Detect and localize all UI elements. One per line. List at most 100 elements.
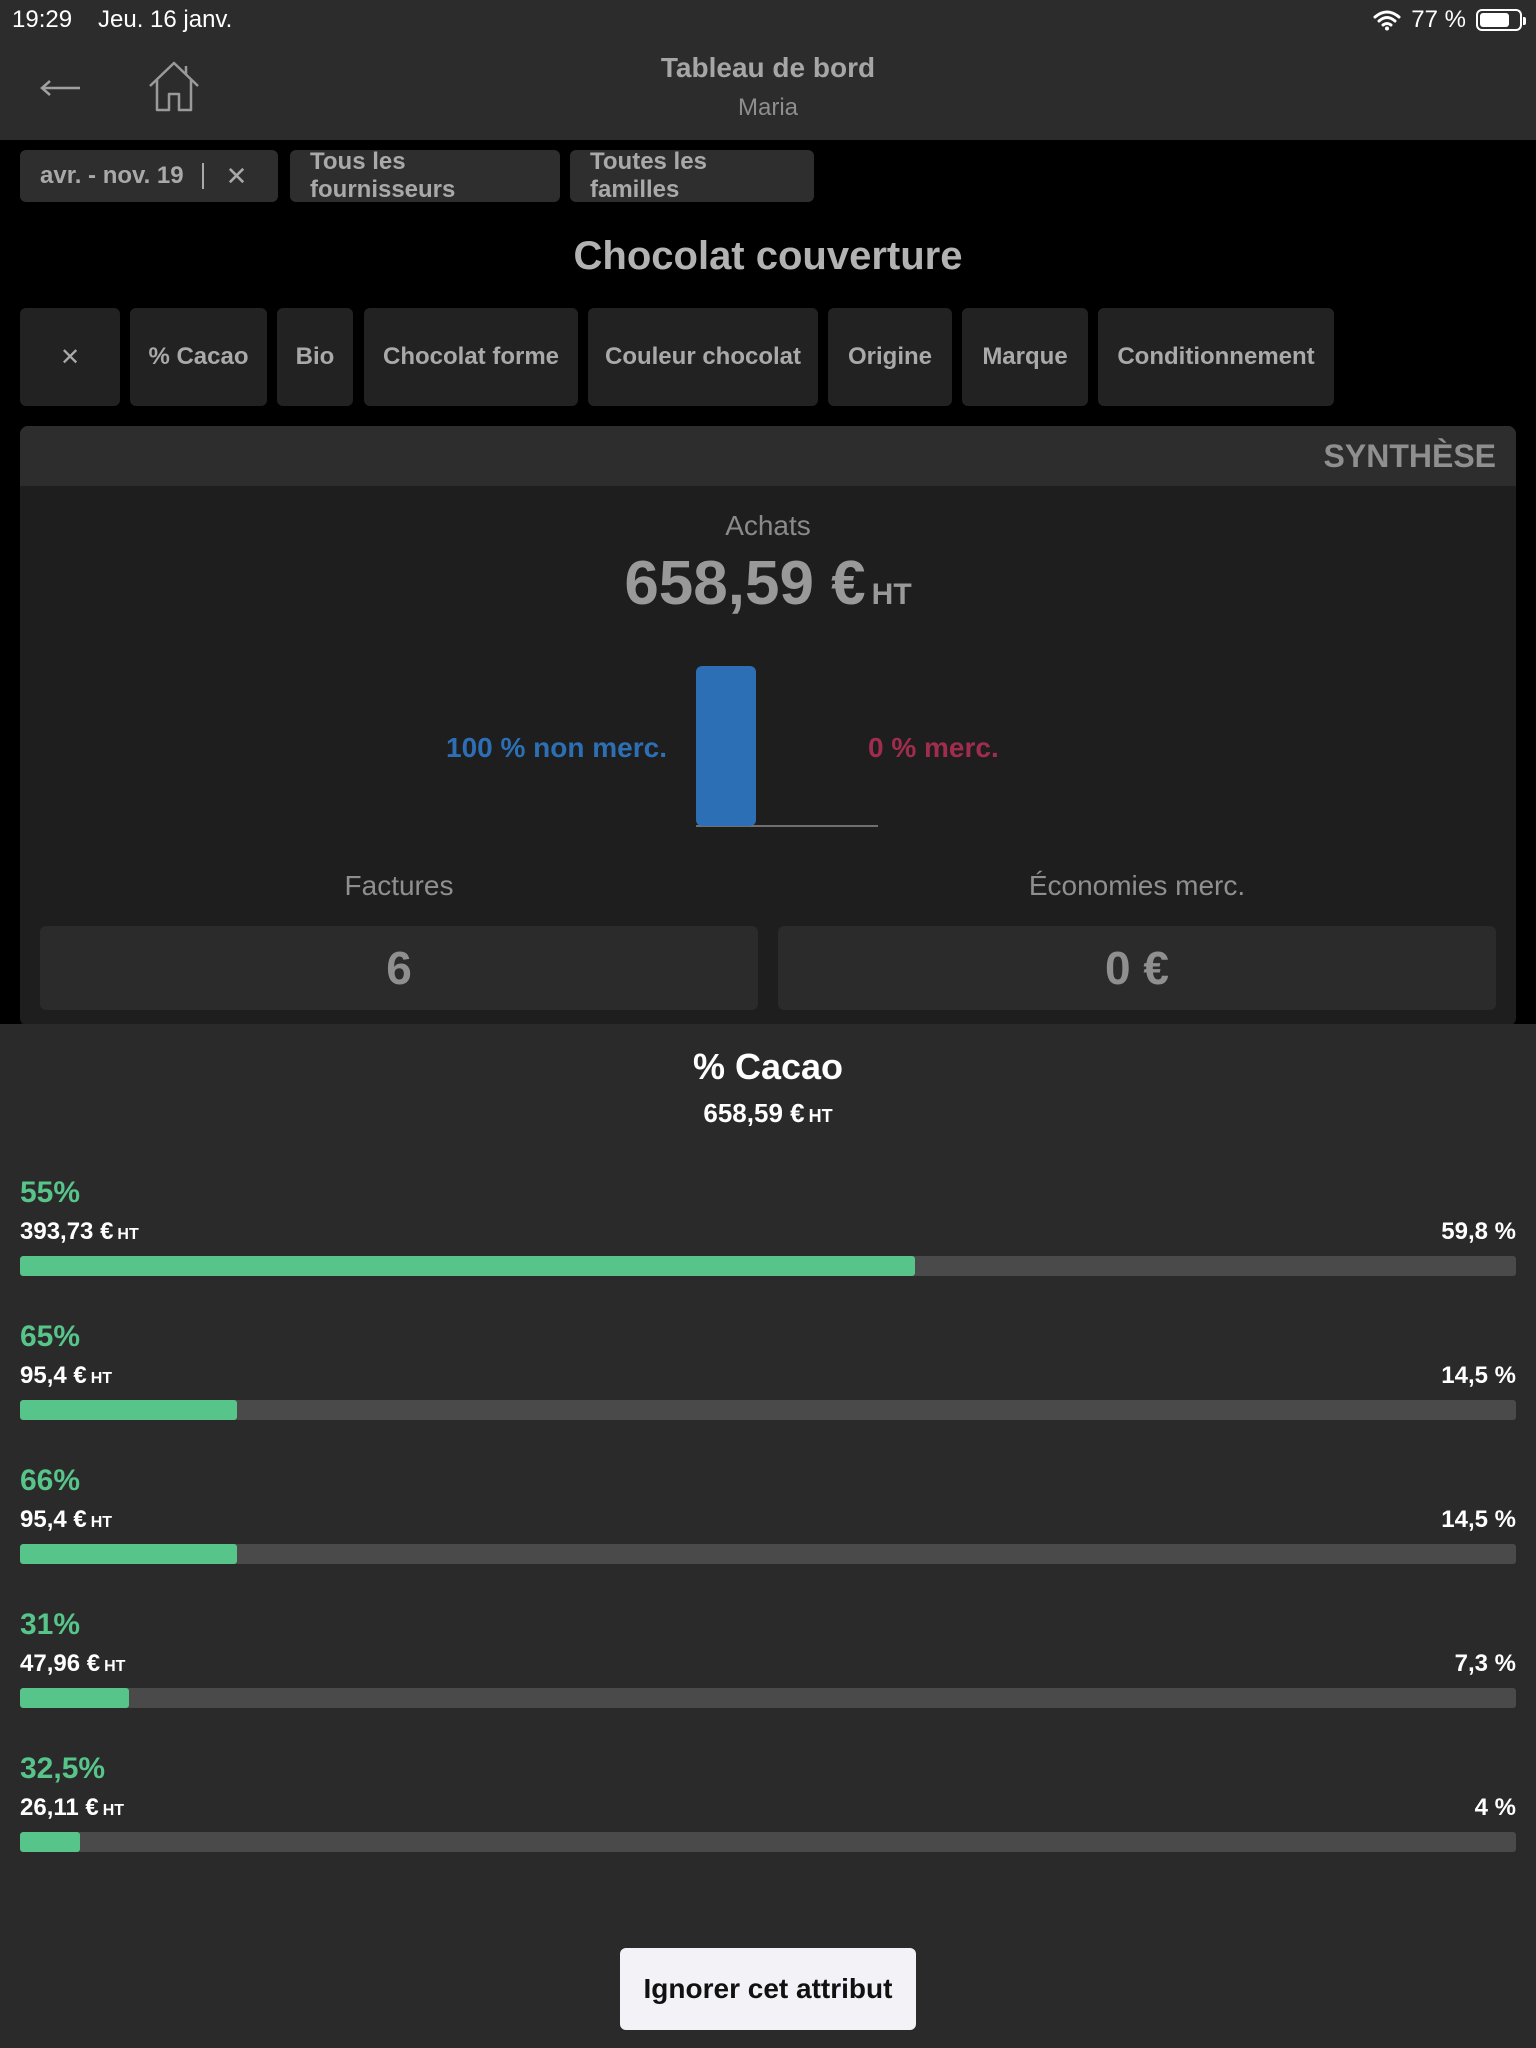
- row-progress-fill: [20, 1256, 915, 1276]
- back-arrow-icon: [40, 80, 80, 96]
- row-percent: 14,5 %: [1441, 1362, 1516, 1389]
- row-amount-value: 26,11 €: [20, 1794, 99, 1821]
- row-progress-track: [20, 1688, 1516, 1708]
- tab-label: Chocolat forme: [382, 343, 559, 370]
- breakdown-row[interactable]: 55% 393,73 € HT 59,8 %: [20, 1176, 1516, 1296]
- factures-box[interactable]: 6: [40, 926, 758, 1010]
- back-button[interactable]: [38, 68, 88, 108]
- row-percent: 59,8 %: [1441, 1218, 1516, 1245]
- economies-label: Économies merc.: [1028, 870, 1246, 901]
- synthese-card: SYNTHÈSE Achats 658,59 € HT 100 % non mer…: [20, 426, 1516, 1026]
- tab-couleur-chocolat[interactable]: Couleur chocolat: [588, 308, 818, 406]
- close-icon: ✕: [59, 343, 81, 371]
- breakdown-row[interactable]: 65% 95,4 € HT 14,5 %: [20, 1320, 1516, 1440]
- breakdown-total-value: 658,59 €: [703, 1098, 805, 1128]
- tab-bio[interactable]: Bio: [277, 308, 353, 406]
- row-category: 66%: [20, 1464, 81, 1497]
- achats-value: 658,59 €: [624, 549, 866, 618]
- economies-box[interactable]: 0 €: [778, 926, 1496, 1010]
- row-percent: 7,3 %: [1454, 1650, 1516, 1677]
- synthese-title: SYNTHÈSE: [1323, 438, 1496, 474]
- tab-chocolat-forme[interactable]: Chocolat forme: [364, 308, 578, 406]
- row-progress-track: [20, 1400, 1516, 1420]
- economies-value: 0 €: [1105, 942, 1169, 994]
- row-amount: 393,73 € HT: [20, 1218, 139, 1246]
- achats-total: 658,59 € HT: [20, 548, 1516, 619]
- clear-attribute-button[interactable]: ✕: [20, 308, 120, 406]
- row-progress-fill: [20, 1400, 237, 1420]
- status-indicators: 77 %: [1373, 6, 1526, 34]
- achats-unit: HT: [871, 578, 912, 611]
- home-button[interactable]: [146, 58, 202, 114]
- row-unit: HT: [90, 1514, 113, 1531]
- breakdown-total-unit: HT: [808, 1106, 833, 1126]
- row-unit: HT: [102, 1802, 125, 1819]
- tab-marque[interactable]: Marque: [962, 308, 1088, 406]
- factures-value: 6: [386, 942, 412, 994]
- row-amount-value: 47,96 €: [20, 1650, 101, 1677]
- period-filter-label: avr. - nov. 19: [40, 162, 184, 189]
- battery-percentage: 77 %: [1411, 6, 1466, 33]
- factures-label: Factures: [344, 870, 454, 901]
- clear-period-icon[interactable]: ✕: [225, 160, 248, 191]
- section-title: Chocolat couverture: [573, 234, 963, 278]
- suppliers-filter-chip[interactable]: Tous les fournisseurs: [290, 148, 560, 203]
- row-amount: 95,4 € HT: [20, 1506, 112, 1534]
- row-progress-fill: [20, 1832, 80, 1852]
- row-percent: 4 %: [1474, 1794, 1516, 1821]
- breakdown-row[interactable]: 66% 95,4 € HT 14,5 %: [20, 1464, 1516, 1584]
- chip-separator: [201, 163, 204, 189]
- row-percent: 14,5 %: [1441, 1506, 1516, 1533]
- tab-label: % Cacao: [148, 343, 249, 370]
- tab-conditionnement[interactable]: Conditionnement: [1098, 308, 1334, 406]
- bar-non-merc: [696, 666, 756, 826]
- row-category: 55%: [20, 1176, 81, 1209]
- row-unit: HT: [104, 1658, 126, 1675]
- row-amount-value: 393,73 €: [20, 1218, 114, 1245]
- row-unit: HT: [117, 1226, 139, 1243]
- tab-label: Origine: [847, 343, 932, 370]
- breakdown-row[interactable]: 32,5% 26,11 € HT 4 %: [20, 1752, 1516, 1872]
- families-filter-chip[interactable]: Toutes les familles: [570, 148, 814, 203]
- row-unit: HT: [90, 1370, 113, 1387]
- period-filter-chip[interactable]: avr. - nov. 19 ✕: [20, 150, 278, 202]
- tab-cacao[interactable]: % Cacao: [130, 308, 267, 406]
- status-time: 19:29: [12, 6, 73, 33]
- merc-label: 0 % merc.: [868, 732, 999, 763]
- tab-label: Conditionnement: [1117, 343, 1315, 370]
- row-progress-track: [20, 1544, 1516, 1564]
- suppliers-filter-label: Tous les fournisseurs: [310, 148, 456, 203]
- tab-origine[interactable]: Origine: [828, 308, 952, 406]
- row-progress-track: [20, 1832, 1516, 1852]
- non-merc-label: 100 % non merc.: [446, 732, 667, 763]
- page-title: Tableau de bord: [660, 52, 876, 83]
- synthese-header: SYNTHÈSE: [20, 426, 1516, 486]
- tab-label: Bio: [295, 343, 335, 370]
- battery-icon: [1476, 9, 1526, 31]
- row-category: 65%: [20, 1320, 81, 1353]
- ignore-attribute-button[interactable]: Ignorer cet attribut: [620, 1948, 916, 2030]
- merc-bar-chart: [696, 666, 878, 827]
- row-category: 32,5%: [20, 1752, 106, 1785]
- row-category: 31%: [20, 1608, 81, 1641]
- families-filter-label: Toutes les familles: [590, 148, 707, 203]
- tab-label: Couleur chocolat: [604, 343, 802, 370]
- tab-label: Marque: [982, 343, 1068, 370]
- row-amount: 95,4 € HT: [20, 1362, 112, 1390]
- row-amount-value: 95,4 €: [20, 1362, 87, 1389]
- breakdown-title: % Cacao: [692, 1046, 844, 1087]
- wifi-icon: [1373, 10, 1401, 31]
- status-date: Jeu. 16 janv.: [98, 6, 233, 33]
- row-amount: 47,96 € HT: [20, 1650, 125, 1678]
- home-icon: [149, 61, 199, 112]
- breakdown-total: 658,59 € HT: [0, 1098, 1536, 1129]
- battery-level: [1480, 13, 1510, 27]
- row-amount: 26,11 € HT: [20, 1794, 124, 1822]
- achats-label: Achats: [725, 510, 811, 541]
- breakdown-row[interactable]: 31% 47,96 € HT 7,3 %: [20, 1608, 1516, 1728]
- attribute-breakdown-sheet: % Cacao 658,59 € HT 55% 393,73 € HT 59,8 %…: [0, 1024, 1536, 2048]
- page-subtitle: Maria: [737, 94, 798, 121]
- row-progress-track: [20, 1256, 1516, 1276]
- navigation-header: 19:29 Jeu. 16 janv. 77 % Tableau de bord…: [0, 0, 1536, 140]
- row-progress-fill: [20, 1544, 237, 1564]
